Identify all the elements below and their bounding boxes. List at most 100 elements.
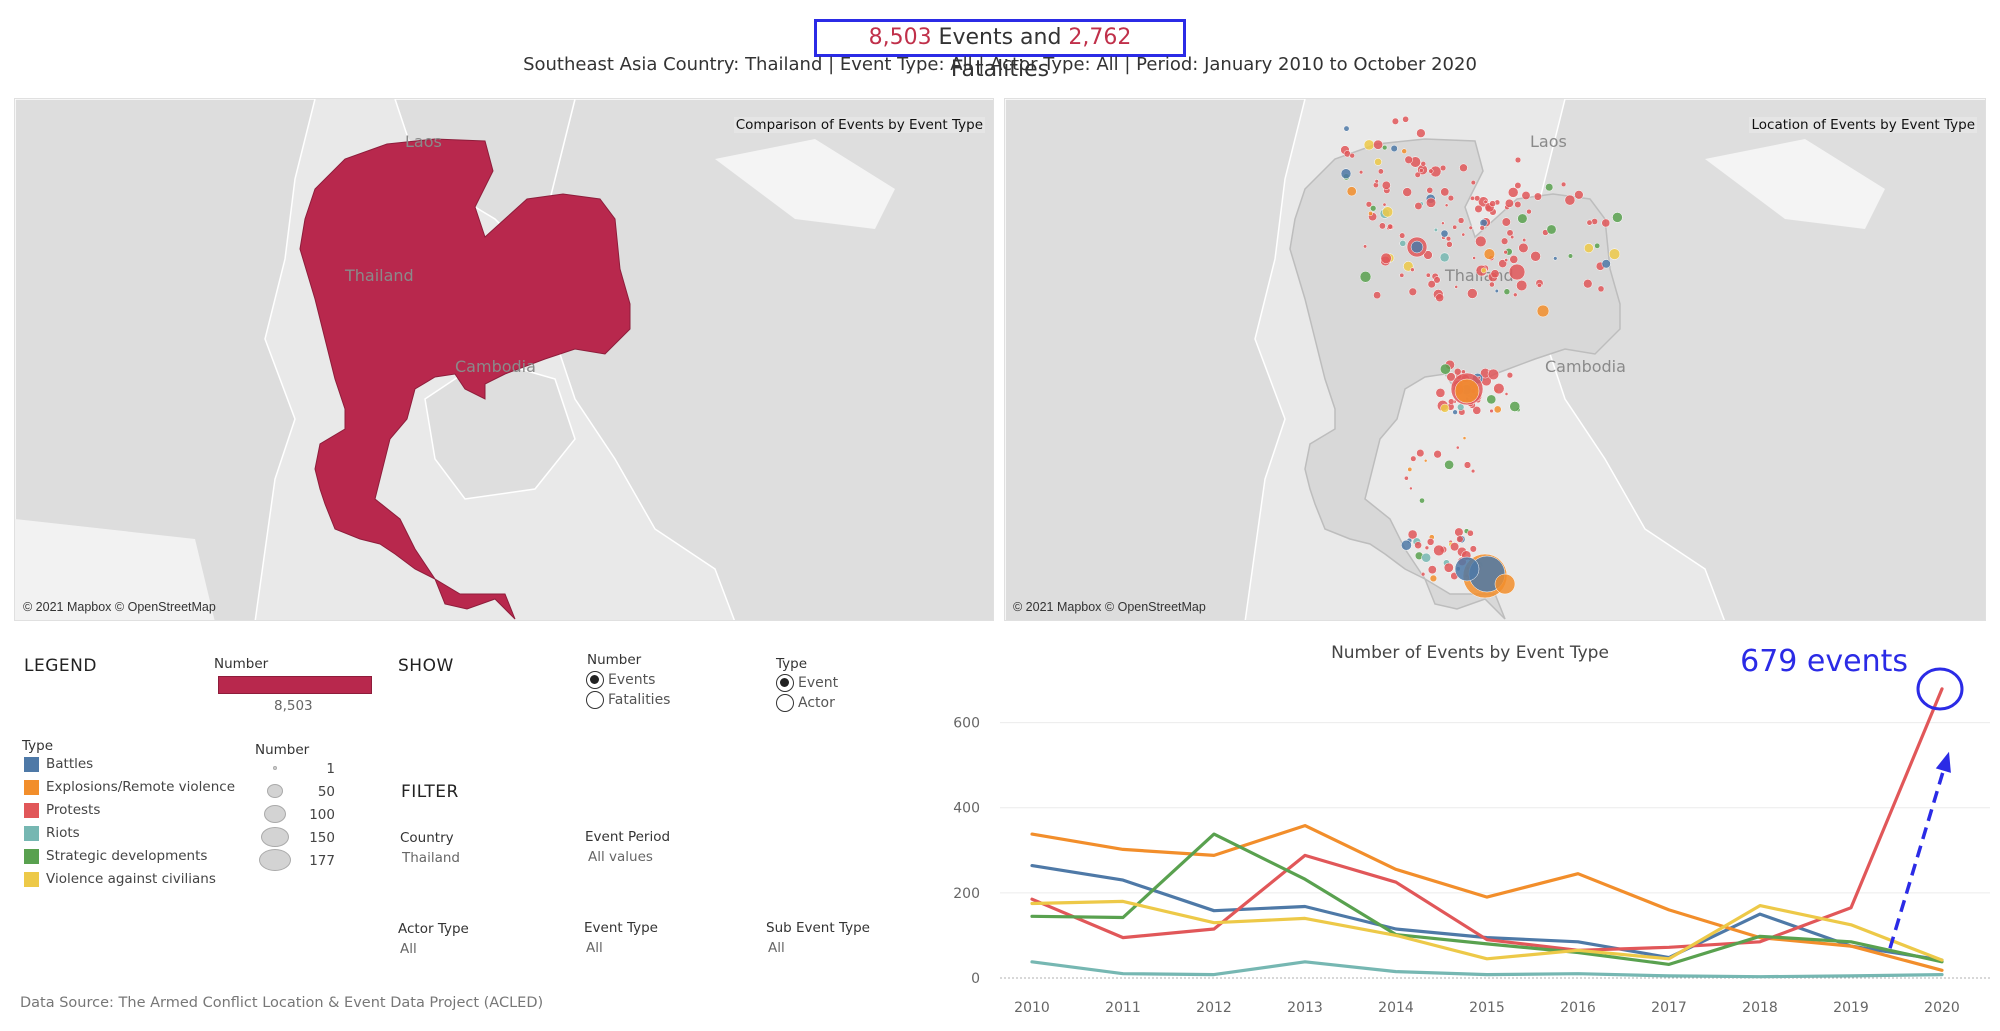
legend-type-item[interactable]: Riots	[24, 824, 80, 842]
event-dot[interactable]	[1409, 486, 1413, 491]
radio-fatalities-circle[interactable]	[586, 691, 604, 709]
event-dot[interactable]	[1452, 409, 1458, 415]
choropleth-map[interactable]: Laos Thailand Cambodia Comparison of Eve…	[14, 98, 994, 621]
event-dot[interactable]	[1560, 181, 1567, 188]
event-dot[interactable]	[1440, 187, 1450, 197]
event-dot[interactable]	[1521, 191, 1531, 200]
event-dot[interactable]	[1420, 571, 1426, 577]
event-dot[interactable]	[1513, 292, 1518, 298]
event-dot[interactable]	[1455, 445, 1460, 450]
event-dot-large[interactable]	[1454, 378, 1480, 404]
events-line-chart[interactable]: Number of Events by Event Type 0 200 400 600…	[940, 630, 2000, 1031]
event-dot[interactable]	[1510, 235, 1515, 240]
event-dot[interactable]	[1503, 288, 1511, 295]
event-dot[interactable]	[1601, 218, 1611, 228]
event-dot[interactable]	[1407, 466, 1413, 472]
event-dot[interactable]	[1475, 235, 1487, 248]
event-dot[interactable]	[1536, 282, 1542, 288]
radio-events-circle[interactable]	[586, 671, 604, 689]
event-dot[interactable]	[1489, 281, 1495, 288]
event-dot[interactable]	[1567, 253, 1574, 259]
event-dot[interactable]	[1433, 276, 1441, 284]
event-dot[interactable]	[1401, 148, 1407, 154]
event-dot[interactable]	[1479, 225, 1485, 231]
event-dot[interactable]	[1591, 218, 1598, 225]
event-dot[interactable]	[1374, 158, 1382, 166]
event-dot[interactable]	[1370, 205, 1377, 212]
event-dot[interactable]	[1445, 236, 1452, 242]
event-dot[interactable]	[1472, 256, 1476, 260]
event-location-map[interactable]: Laos Thailand Cambodia Location of Event…	[1004, 98, 1986, 621]
event-dot[interactable]	[1425, 272, 1431, 278]
event-dot[interactable]	[1440, 403, 1450, 413]
event-dot[interactable]	[1509, 401, 1521, 412]
event-dot[interactable]	[1516, 279, 1528, 292]
event-dot[interactable]	[1553, 256, 1558, 261]
series-line[interactable]	[1030, 864, 1944, 962]
event-dot[interactable]	[1493, 383, 1505, 395]
event-dot[interactable]	[1468, 225, 1473, 230]
event-dot[interactable]	[1480, 267, 1487, 274]
event-dot[interactable]	[1425, 197, 1437, 208]
event-dot[interactable]	[1507, 187, 1519, 198]
event-dot[interactable]	[1435, 388, 1446, 398]
event-dot[interactable]	[1382, 202, 1387, 207]
radio-actor[interactable]: Actor	[776, 694, 835, 712]
event-dot[interactable]	[1414, 171, 1421, 178]
event-dot[interactable]	[1504, 198, 1514, 208]
event-dot-large[interactable]	[1494, 573, 1516, 595]
event-dot[interactable]	[1446, 372, 1456, 382]
event-dot[interactable]	[1433, 227, 1438, 232]
event-dot[interactable]	[1494, 288, 1499, 294]
series-line[interactable]	[1030, 832, 1944, 966]
event-dot[interactable]	[1439, 252, 1450, 263]
event-dot[interactable]	[1441, 221, 1445, 225]
event-dot[interactable]	[1474, 195, 1481, 202]
event-dots[interactable]	[1340, 115, 1623, 599]
event-dot[interactable]	[1608, 248, 1621, 260]
event-dot[interactable]	[1377, 168, 1384, 175]
event-dot[interactable]	[1382, 144, 1388, 151]
event-dot[interactable]	[1467, 288, 1478, 299]
event-dot[interactable]	[1479, 218, 1488, 227]
event-dot[interactable]	[1447, 194, 1455, 202]
map-left-attribution[interactable]: © 2021 Mapbox © OpenStreetMap	[23, 600, 216, 614]
event-dot[interactable]	[1365, 201, 1373, 208]
event-dot[interactable]	[1472, 406, 1482, 415]
event-dot[interactable]	[1489, 200, 1496, 208]
event-dot[interactable]	[1483, 199, 1488, 204]
event-dot[interactable]	[1453, 367, 1462, 376]
event-dot[interactable]	[1427, 280, 1436, 289]
event-dot[interactable]	[1416, 449, 1425, 458]
event-dot[interactable]	[1349, 152, 1355, 159]
thailand-shape[interactable]	[299, 138, 631, 620]
event-dot[interactable]	[1450, 542, 1460, 552]
event-dot[interactable]	[1423, 250, 1433, 260]
radio-fatalities[interactable]: Fatalities	[586, 691, 670, 709]
event-dot[interactable]	[1402, 187, 1412, 197]
event-dot[interactable]	[1467, 529, 1474, 537]
event-dot[interactable]	[1399, 232, 1406, 239]
filter-period-value[interactable]: All values	[588, 849, 653, 865]
event-dot[interactable]	[1428, 168, 1434, 174]
event-dot[interactable]	[1583, 279, 1593, 289]
event-dot[interactable]	[1358, 170, 1364, 175]
event-dot[interactable]	[1504, 392, 1509, 396]
map-right-attribution[interactable]: © 2021 Mapbox © OpenStreetMap	[1013, 600, 1206, 614]
event-dot[interactable]	[1469, 545, 1477, 553]
event-dot[interactable]	[1459, 163, 1468, 173]
event-dot[interactable]	[1506, 372, 1514, 379]
series-line[interactable]	[1030, 824, 1944, 972]
event-dot[interactable]	[1518, 242, 1529, 253]
legend-type-item[interactable]: Explosions/Remote violence	[24, 778, 235, 796]
event-dot[interactable]	[1601, 259, 1611, 269]
event-dot-large[interactable]	[1536, 304, 1550, 318]
event-dot[interactable]	[1514, 200, 1522, 209]
event-dot[interactable]	[1500, 237, 1509, 245]
event-dot[interactable]	[1399, 272, 1405, 278]
event-dot[interactable]	[1514, 156, 1522, 164]
event-dot[interactable]	[1387, 223, 1394, 230]
event-dot[interactable]	[1363, 139, 1375, 151]
event-dot[interactable]	[1346, 186, 1357, 197]
radio-event[interactable]: Event	[776, 674, 838, 692]
